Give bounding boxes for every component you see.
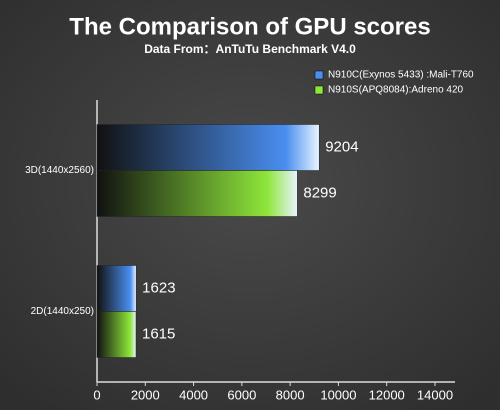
chart-title: The Comparison of GPU scores — [69, 13, 430, 40]
legend-label: N910C(Exynos 5433) :Mali-T760 — [328, 70, 474, 81]
x-tick-label: 14000 — [417, 387, 453, 402]
y-tick-label: 3D(1440x2560) — [25, 165, 94, 176]
x-tick-label: 0 — [93, 387, 100, 402]
x-tick-label: 8000 — [276, 387, 305, 402]
value-label: 1615 — [142, 325, 175, 342]
bar — [96, 265, 137, 312]
value-label: 9204 — [325, 138, 358, 155]
x-tick-label: 2000 — [131, 387, 160, 402]
x-tick-label: 4000 — [179, 387, 208, 402]
bar — [96, 170, 298, 217]
x-tick-label: 6000 — [227, 387, 256, 402]
value-label: 1623 — [142, 279, 175, 296]
legend-swatch — [314, 85, 324, 95]
x-tick-label: 12000 — [369, 387, 405, 402]
value-label: 8299 — [303, 184, 336, 201]
legend-swatch — [314, 70, 324, 80]
bar — [96, 311, 137, 358]
legend-label: N910S(APQ8084):Adreno 420 — [328, 85, 464, 96]
chart-subtitle: Data From：AnTuTu Benchmark V4.0 — [144, 42, 356, 56]
y-tick-label: 2D(1440x250) — [31, 306, 94, 317]
x-tick-label: 10000 — [320, 387, 356, 402]
bar — [96, 124, 320, 171]
